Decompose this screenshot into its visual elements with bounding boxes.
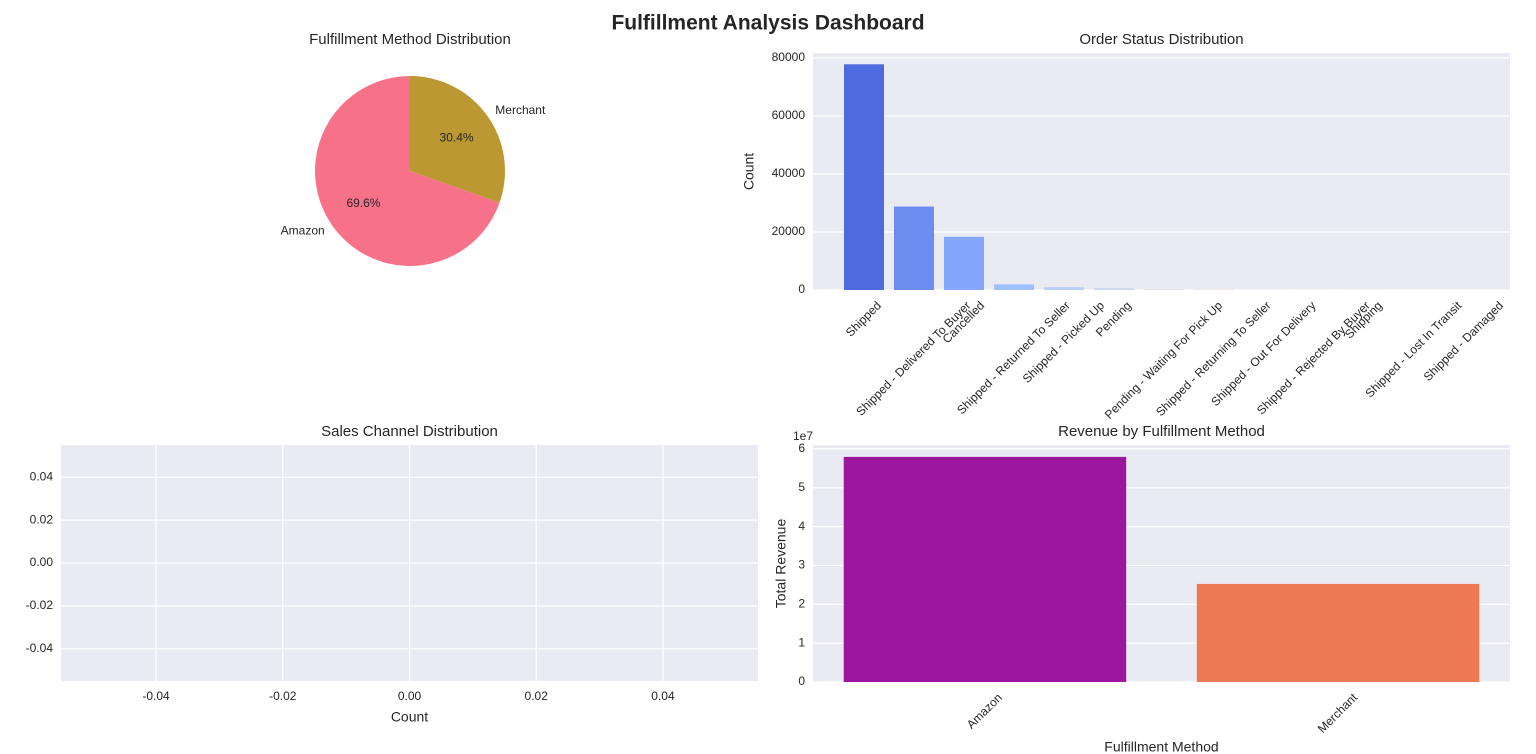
- x-tick-label: Amazon: [964, 690, 1005, 731]
- y-tick-label: 2: [798, 596, 805, 610]
- y-tick-label: 0: [798, 674, 805, 688]
- y-axis-label: Total Revenue: [773, 519, 789, 609]
- bar: [894, 206, 934, 290]
- y-tick-label: 0.02: [30, 512, 54, 526]
- x-axis-label: Fulfillment Method: [1104, 739, 1218, 754]
- x-tick-label: -0.02: [269, 689, 297, 703]
- pie-slice: [315, 76, 500, 266]
- x-tick-label: 0.04: [651, 689, 675, 703]
- y-tick-label: 3: [798, 558, 805, 572]
- bar: [1094, 288, 1134, 290]
- pie-slice: [410, 75, 505, 203]
- offset-text: 1e7: [793, 429, 813, 443]
- x-tick-label: Merchant: [1315, 690, 1361, 736]
- y-axis-label: Count: [741, 153, 757, 190]
- y-tick-label: 6: [798, 441, 805, 455]
- y-tick-label: 5: [798, 480, 805, 494]
- y-tick-label: -0.04: [26, 641, 54, 655]
- slice-label: Merchant: [495, 103, 546, 117]
- y-tick-label: 1: [798, 635, 805, 649]
- y-tick-label: 20000: [772, 224, 806, 238]
- chart-title: Fulfillment Method Distribution: [309, 31, 511, 48]
- y-tick-label: 0.00: [30, 555, 54, 569]
- chart-title: Order Status Distribution: [1079, 31, 1243, 48]
- bar: [1144, 289, 1184, 290]
- bar: [844, 64, 884, 291]
- slice-label: Amazon: [281, 224, 325, 238]
- bar: [1044, 287, 1084, 290]
- bar: [944, 236, 984, 290]
- x-tick-label: -0.04: [142, 689, 170, 703]
- y-tick-label: -0.02: [26, 598, 54, 612]
- y-tick-label: 0: [798, 282, 805, 296]
- y-tick-label: 4: [798, 519, 805, 533]
- chart-title: Revenue by Fulfillment Method: [1058, 423, 1265, 440]
- dashboard-title: Fulfillment Analysis Dashboard: [611, 12, 924, 35]
- y-tick-label: 40000: [772, 166, 806, 180]
- y-tick-label: 80000: [772, 50, 806, 64]
- bar: [1196, 583, 1480, 682]
- slice-value-label: 30.4%: [440, 130, 474, 144]
- y-tick-label: 0.04: [30, 469, 54, 483]
- x-tick-label: Shipped - Rejected By Buyer: [1254, 298, 1373, 417]
- x-tick-label: 0.00: [398, 689, 422, 703]
- bar: [843, 456, 1127, 682]
- x-axis-label: Count: [391, 709, 428, 725]
- chart-title: Sales Channel Distribution: [321, 423, 498, 440]
- y-tick-label: 60000: [772, 108, 806, 122]
- x-tick-label: Shipped: [843, 298, 884, 339]
- x-tick-label: 0.02: [525, 689, 549, 703]
- slice-value-label: 69.6%: [346, 196, 380, 210]
- x-tick-label: Shipped - Damaged: [1421, 298, 1506, 383]
- bar: [994, 284, 1034, 290]
